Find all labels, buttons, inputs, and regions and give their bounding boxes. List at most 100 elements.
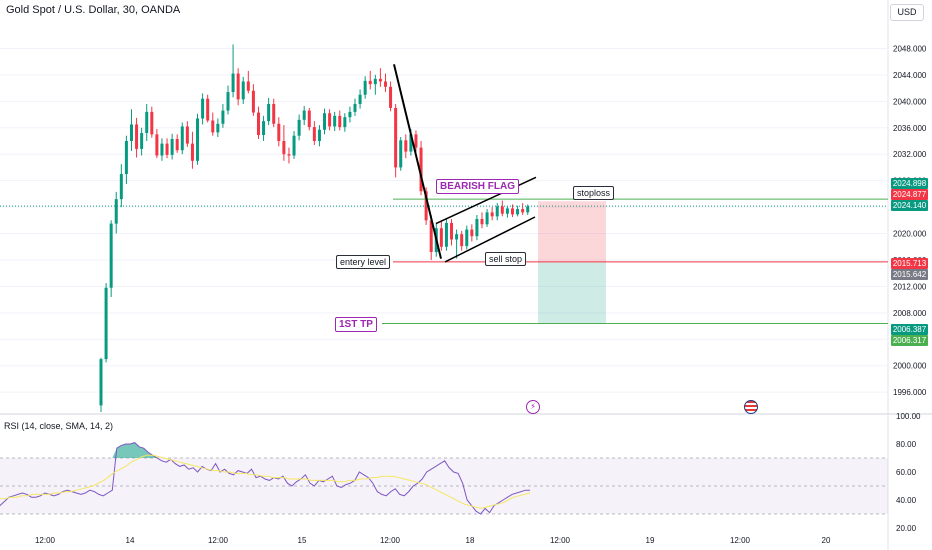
bearish-flag-label[interactable]: BEARISH FLAG	[436, 179, 519, 194]
candle-body	[175, 139, 179, 151]
rsi-indicator-label[interactable]: RSI (14, close, SMA, 14, 2)	[4, 421, 114, 431]
candle-body	[277, 123, 281, 141]
candle-body	[404, 140, 408, 152]
candle-body	[140, 133, 144, 149]
candle-body	[292, 135, 296, 156]
time-tick-label: 12:00	[730, 536, 751, 545]
candle	[216, 118, 220, 138]
candle-body	[389, 86, 393, 108]
time-tick-label: 20	[822, 536, 831, 545]
candle-body	[465, 229, 469, 247]
chart-title: Gold Spot / U.S. Dollar, 30, OANDA	[6, 4, 181, 16]
candle	[348, 106, 352, 123]
candle-body	[312, 127, 316, 141]
candle-body	[216, 123, 220, 133]
stoploss-label[interactable]: stoploss	[573, 186, 615, 200]
candle	[256, 106, 260, 139]
price-tag: 2006.317	[891, 335, 928, 346]
candle	[267, 98, 271, 126]
first-tp-label[interactable]: 1ST TP	[335, 317, 377, 332]
candle-body	[414, 134, 418, 148]
candle-body	[282, 140, 286, 155]
candle-body	[170, 139, 174, 155]
candle-body	[378, 78, 382, 82]
candle	[358, 89, 362, 109]
candle-body	[226, 92, 230, 111]
sell-stop-label[interactable]: sell stop	[485, 252, 527, 266]
take-profit-zone	[538, 261, 606, 324]
candle-body	[236, 73, 240, 100]
time-tick-label: 15	[298, 536, 307, 545]
price-tick-label: 2012.000	[893, 282, 927, 291]
rsi-tick-label: 40.00	[896, 496, 917, 505]
candle-body	[323, 113, 327, 130]
candle-body	[475, 218, 479, 237]
candle	[429, 215, 433, 260]
candle	[475, 215, 479, 241]
price-tick-label: 2020.000	[893, 230, 927, 239]
candle-body	[516, 209, 520, 215]
candle-body	[135, 124, 139, 149]
candle	[455, 229, 459, 259]
candle	[160, 138, 164, 161]
candle	[460, 230, 464, 251]
time-tick-label: 19	[646, 536, 655, 545]
candle	[353, 98, 357, 116]
candle-body	[302, 110, 306, 120]
candle	[404, 134, 408, 159]
currency-button[interactable]: USD	[890, 4, 924, 21]
candle	[368, 70, 372, 90]
candle	[104, 283, 108, 363]
rsi-sma-line	[0, 454, 531, 509]
us-flag-icon[interactable]	[744, 400, 758, 414]
candle	[307, 107, 311, 131]
candle-body	[272, 103, 276, 124]
candle	[399, 137, 403, 171]
price-tag: 2024.140	[891, 200, 928, 211]
candle-body	[455, 234, 459, 240]
candle-body	[196, 118, 200, 161]
time-tick-label: 12:00	[380, 536, 401, 545]
candle-body	[470, 229, 474, 237]
candle-body	[409, 134, 413, 152]
candle-body	[104, 287, 108, 360]
candle	[119, 164, 123, 208]
candle-body	[145, 111, 149, 134]
candle	[292, 131, 296, 159]
candle	[246, 70, 250, 94]
candle-body	[317, 129, 321, 141]
entry-level-label[interactable]: entery level	[336, 255, 391, 269]
candle-body	[526, 206, 530, 213]
candle	[450, 218, 454, 246]
candle-body	[307, 110, 311, 128]
candle	[505, 205, 509, 218]
candle-body	[343, 117, 347, 128]
candle	[114, 191, 118, 234]
time-tick-label: 12:00	[208, 536, 229, 545]
candle-body	[99, 359, 103, 406]
candle-body	[368, 80, 372, 85]
candle	[317, 125, 321, 147]
flag-pole-line	[393, 64, 442, 259]
candle	[175, 134, 179, 153]
overlays	[0, 64, 888, 325]
candle	[272, 98, 276, 128]
candle	[389, 81, 393, 112]
candle	[490, 207, 494, 221]
candle	[521, 203, 525, 216]
candle	[109, 220, 113, 297]
lightning-icon[interactable]: ⚡	[526, 400, 540, 414]
rsi-tick-label: 80.00	[896, 440, 917, 449]
candle-body	[114, 199, 118, 224]
candle	[99, 357, 103, 412]
candle-body	[373, 78, 377, 85]
candle-body	[439, 228, 443, 247]
candle	[510, 204, 514, 217]
candle-body	[180, 126, 184, 151]
candle	[211, 112, 215, 136]
time-tick-label: 18	[466, 536, 475, 545]
candle-body	[109, 223, 113, 288]
candle	[297, 114, 301, 141]
